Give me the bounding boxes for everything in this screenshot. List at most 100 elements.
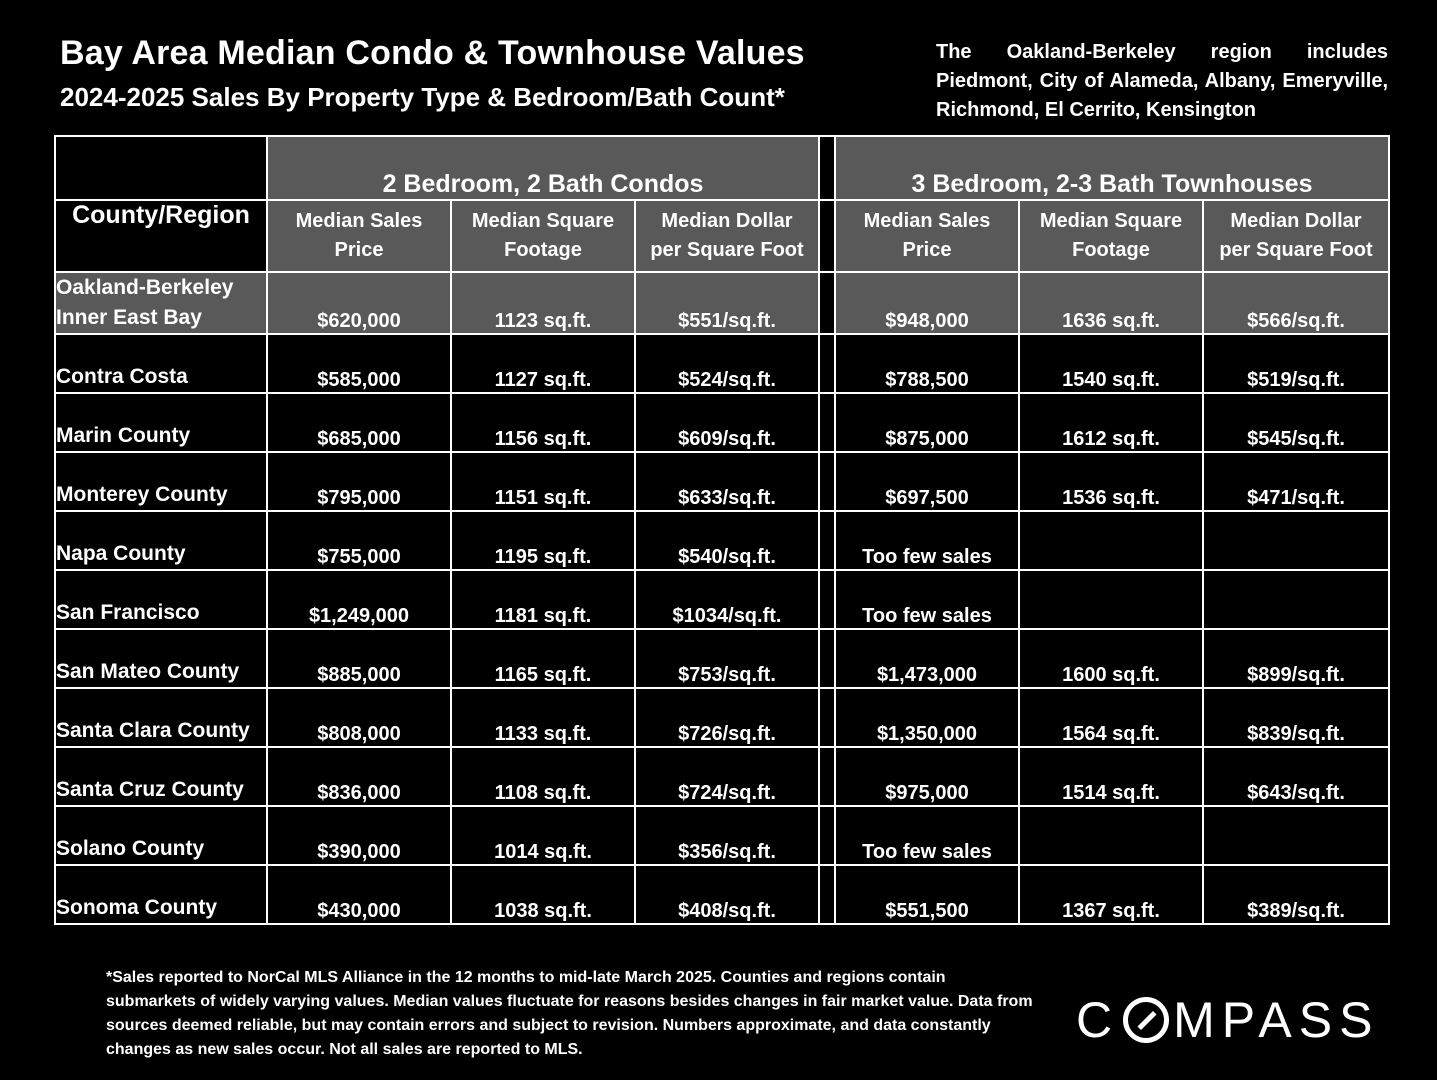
townhouse-ppsf-cell: $519/sq.ft.: [1202, 333, 1390, 394]
column-header-line: per Square Foot: [650, 239, 804, 261]
condo-ppsf-header: Median Dollar per Square Foot: [634, 199, 820, 273]
table-row: Napa County $755,000 1195 sq.ft. $540/sq.ft…: [54, 510, 1390, 571]
condo-ppsf-cell: $724/sq.ft.: [634, 746, 820, 807]
condo-price-cell: $885,000: [266, 628, 452, 689]
table-row: Contra Costa $585,000 1127 sq.ft. $524/sq.f…: [54, 333, 1390, 394]
table-row: Santa Clara County $808,000 1133 sq.ft. $72…: [54, 687, 1390, 748]
townhouse-sqft-cell: [1018, 805, 1204, 866]
region-name-line: Oakland-Berkeley: [56, 276, 234, 299]
region-name-line: Monterey County: [56, 483, 228, 506]
townhouse-ppsf-cell: $899/sq.ft.: [1202, 628, 1390, 689]
townhouse-price-cell: Too few sales: [834, 805, 1020, 866]
condo-price-cell: $795,000: [266, 451, 452, 512]
condo-sqft-cell: 1151 sq.ft.: [450, 451, 636, 512]
condo-sqft-cell: 1195 sq.ft.: [450, 510, 636, 571]
townhouse-ppsf-cell: $471/sq.ft.: [1202, 451, 1390, 512]
townhouse-sqft-cell: [1018, 569, 1204, 630]
group-header-townhouses: 3 Bedroom, 2-3 Bath Townhouses: [834, 135, 1390, 201]
townhouse-sqft-cell: 1514 sq.ft.: [1018, 746, 1204, 807]
condo-ppsf-cell: $524/sq.ft.: [634, 333, 820, 394]
region-name-line: Inner East Bay: [56, 306, 202, 329]
condo-sqft-cell: 1038 sq.ft.: [450, 864, 636, 925]
condo-ppsf-cell: $726/sq.ft.: [634, 687, 820, 748]
region-cell: Oakland-Berkeley Inner East Bay: [54, 271, 268, 335]
region-name-line: Contra Costa: [56, 365, 188, 388]
townhouse-price-cell: $875,000: [834, 392, 1020, 453]
table-row: Oakland-Berkeley Inner East Bay $620,000 11…: [54, 271, 1390, 335]
region-cell: Sonoma County: [54, 864, 268, 925]
townhouse-sqft-cell: 1367 sq.ft.: [1018, 864, 1204, 925]
townhouse-price-cell: Too few sales: [834, 510, 1020, 571]
townhouse-ppsf-cell: $839/sq.ft.: [1202, 687, 1390, 748]
condo-price-cell: $430,000: [266, 864, 452, 925]
townhouse-ppsf-cell: $566/sq.ft.: [1202, 271, 1390, 335]
column-header-line: Median Square: [1039, 210, 1183, 232]
column-header-line: Footage: [504, 239, 582, 261]
region-cell: Monterey County: [54, 451, 268, 512]
townhouse-price-cell: $697,500: [834, 451, 1020, 512]
condo-ppsf-cell: $633/sq.ft.: [634, 451, 820, 512]
column-header-line: Median Sales: [863, 210, 991, 232]
values-table: 2 Bedroom, 2 Bath Condos 3 Bedroom, 2-3 …: [54, 135, 1390, 925]
region-cell: San Mateo County: [54, 628, 268, 689]
group-divider: [818, 510, 836, 571]
region-name-line: Sonoma County: [56, 896, 217, 919]
townhouse-sqft-header: Median Square Footage: [1018, 199, 1204, 273]
townhouse-ppsf-cell: $545/sq.ft.: [1202, 392, 1390, 453]
region-cell: Contra Costa: [54, 333, 268, 394]
column-header-line: per Square Foot: [1219, 239, 1373, 261]
townhouse-sqft-cell: 1600 sq.ft.: [1018, 628, 1204, 689]
region-name-line: San Francisco: [56, 601, 200, 624]
region-name-line: Napa County: [56, 542, 186, 565]
townhouse-price-cell: $948,000: [834, 271, 1020, 335]
table-row: Monterey County $795,000 1151 sq.ft. $633/s…: [54, 451, 1390, 512]
group-divider: [818, 451, 836, 512]
condo-ppsf-cell: $551/sq.ft.: [634, 271, 820, 335]
group-header-condos: 2 Bedroom, 2 Bath Condos: [266, 135, 820, 201]
townhouse-sqft-cell: 1540 sq.ft.: [1018, 333, 1204, 394]
townhouse-price-cell: Too few sales: [834, 569, 1020, 630]
region-cell: Santa Cruz County: [54, 746, 268, 807]
townhouse-ppsf-cell: $643/sq.ft.: [1202, 746, 1390, 807]
condo-ppsf-cell: $540/sq.ft.: [634, 510, 820, 571]
table-row: Solano County $390,000 1014 sq.ft. $356/sq.…: [54, 805, 1390, 866]
townhouse-sqft-cell: 1536 sq.ft.: [1018, 451, 1204, 512]
group-divider: [818, 569, 836, 630]
condo-ppsf-cell: $753/sq.ft.: [634, 628, 820, 689]
group-divider: [818, 864, 836, 925]
condo-ppsf-cell: $1034/sq.ft.: [634, 569, 820, 630]
condo-sqft-cell: 1156 sq.ft.: [450, 392, 636, 453]
townhouse-ppsf-cell: [1202, 569, 1390, 630]
townhouse-ppsf-cell: $389/sq.ft.: [1202, 864, 1390, 925]
group-divider: [818, 392, 836, 453]
region-cell: San Francisco: [54, 569, 268, 630]
region-name-line: Santa Clara County: [56, 719, 250, 742]
condo-price-cell: $390,000: [266, 805, 452, 866]
group-divider: [818, 805, 836, 866]
condo-sqft-cell: 1133 sq.ft.: [450, 687, 636, 748]
condo-ppsf-cell: $356/sq.ft.: [634, 805, 820, 866]
compass-logo: C MPASS: [1076, 992, 1380, 1048]
column-header-line: Price: [334, 239, 384, 261]
column-header-line: Median Sales: [295, 210, 423, 232]
table-row: Santa Cruz County $836,000 1108 sq.ft. $724…: [54, 746, 1390, 807]
townhouse-price-header: Median Sales Price: [834, 199, 1020, 273]
condo-sqft-header: Median Square Footage: [450, 199, 636, 273]
townhouse-ppsf-header: Median Dollar per Square Foot: [1202, 199, 1390, 273]
condo-sqft-cell: 1165 sq.ft.: [450, 628, 636, 689]
townhouse-ppsf-cell: [1202, 510, 1390, 571]
region-cell: Solano County: [54, 805, 268, 866]
condo-price-cell: $836,000: [266, 746, 452, 807]
column-header-line: Footage: [1072, 239, 1150, 261]
column-header-line: Median Dollar: [1230, 210, 1362, 232]
townhouse-sqft-cell: 1612 sq.ft.: [1018, 392, 1204, 453]
table-row: Sonoma County $430,000 1038 sq.ft. $408/sq.…: [54, 864, 1390, 925]
condo-sqft-cell: 1181 sq.ft.: [450, 569, 636, 630]
group-divider: [818, 628, 836, 689]
condo-sqft-cell: 1127 sq.ft.: [450, 333, 636, 394]
townhouse-sqft-cell: [1018, 510, 1204, 571]
group-divider: [818, 746, 836, 807]
condo-price-cell: $620,000: [266, 271, 452, 335]
region-name-line: Marin County: [56, 424, 191, 447]
table-row: San Francisco $1,249,000 1181 sq.ft. $1034/…: [54, 569, 1390, 630]
